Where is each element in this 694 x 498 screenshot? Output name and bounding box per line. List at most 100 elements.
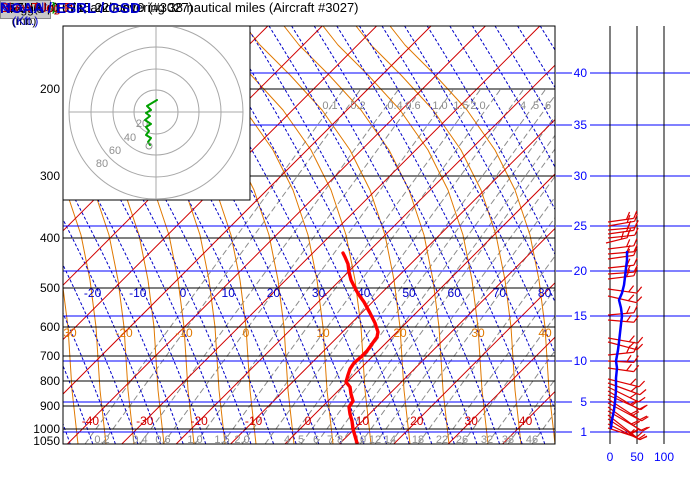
isotherm-line <box>175 64 555 444</box>
wind-barb-tick <box>626 214 631 223</box>
wind-barb-tick <box>629 392 637 399</box>
altitude-tick-label: 15 <box>574 309 588 323</box>
dry-adiabat-line <box>471 26 555 169</box>
wind-barb <box>607 398 641 421</box>
moist-adiabat-line <box>63 283 79 444</box>
wind-barb <box>605 237 628 244</box>
dry-adiabat-line <box>381 26 555 355</box>
moist-adiabat-line <box>389 26 555 444</box>
dry-adiabat-line <box>494 26 555 128</box>
dry-adiabat-line <box>449 26 555 211</box>
altitude-tick-label: 5 <box>580 395 587 409</box>
dry-adiabat-line <box>653 26 694 444</box>
mixing-ratio-label: 1.5 <box>453 100 468 112</box>
mixing-ratio-label: 0.2 <box>350 100 365 112</box>
moist-adiabat-line <box>244 26 411 444</box>
mixing-ratio-line <box>101 87 362 444</box>
dry-adiabat-line <box>517 26 555 89</box>
dry-adiabat-line <box>426 26 555 256</box>
altitude-tick-label: 40 <box>574 66 588 80</box>
mixing-ratio-label: 0.6 <box>405 100 420 112</box>
toggle-button[interactable]: Toggle <box>0 0 51 19</box>
chart-type-label: SkewT-log P <box>0 0 73 15</box>
mixing-ratio-line <box>329 134 555 444</box>
dry-adiabat-line <box>608 26 694 444</box>
dry-adiabat-label: 50 <box>402 286 416 300</box>
moist-adiabat-label: 30 <box>471 326 485 340</box>
isotherm-line <box>63 26 432 395</box>
isotherm-line <box>63 26 323 286</box>
wind-barb-tick <box>627 294 635 302</box>
altitude-tick-label: 10 <box>574 354 588 368</box>
mixing-ratio-label: 46 <box>526 434 538 446</box>
pressure-tick-label: 300 <box>40 169 60 183</box>
wind-barb-tick <box>633 244 638 252</box>
wind-barb <box>607 360 634 363</box>
dry-adiabat-label: 60 <box>448 286 462 300</box>
dry-adiabat-label: -10 <box>129 286 147 300</box>
mixing-ratio-label: 2.0 <box>470 100 485 112</box>
isotherm-label: -30 <box>136 414 154 428</box>
dry-adiabat-line <box>585 26 694 444</box>
mixing-ratio-label: 12 <box>369 434 381 446</box>
mixing-ratio-label: 4 <box>284 434 290 446</box>
wind-barb-tick <box>642 426 650 432</box>
wind-barbs <box>605 210 650 441</box>
wind-barb-tick <box>625 211 631 220</box>
moist-adiabat-line <box>322 26 489 444</box>
mixing-ratio-label: 8 <box>337 434 343 446</box>
isotherm-label: -40 <box>82 414 100 428</box>
dry-adiabat-line <box>404 26 555 304</box>
hodograph-trace-marker <box>145 142 153 150</box>
pressure-tick-label: 200 <box>40 82 60 96</box>
mixing-ratio-label: 0.4 <box>387 100 402 112</box>
wind-barb <box>607 227 635 231</box>
altitude-tick-label: 35 <box>574 118 588 132</box>
wind-barb-tick <box>631 400 639 407</box>
mixing-ratio-line <box>531 411 555 444</box>
dry-adiabat-label: 70 <box>493 286 507 300</box>
isotherm-line <box>63 26 377 341</box>
mixing-ratio-label: 1.0 <box>432 100 447 112</box>
wind-barb-tick <box>634 213 638 222</box>
mixing-ratio-label: 1.5 <box>214 434 229 446</box>
isotherm-label: -10 <box>245 414 263 428</box>
wind-barb-tick <box>633 364 640 372</box>
wind-barb-tick <box>633 257 638 266</box>
pressure-tick-label: 1000 <box>33 422 60 436</box>
wind-barb <box>607 275 634 280</box>
altitude-tick-label: 20 <box>574 264 588 278</box>
wind-barb-tick <box>633 264 638 273</box>
wind-barb <box>607 271 634 275</box>
station-id-label: LSZH(Up) 0715 22Jun10 (#3027) <box>0 0 193 15</box>
dry-adiabat-label: 80 <box>538 286 552 300</box>
wind-barb-tick <box>629 399 638 405</box>
isotherm-label: 30 <box>465 414 479 428</box>
wind-barb-tick <box>620 231 625 240</box>
wind-barb-tick <box>633 238 638 247</box>
moist-adiabat-line <box>283 26 450 444</box>
wind-barb <box>607 217 634 223</box>
mixing-ratio-line <box>194 87 455 444</box>
dry-adiabat-line <box>63 175 184 444</box>
wind-barb-tick <box>628 428 635 436</box>
wind-barb-tick <box>626 345 631 354</box>
hodograph-ring-label: 40 <box>124 132 136 144</box>
mixing-ratio-label: 0.1 <box>322 100 337 112</box>
dry-adiabat-line <box>63 364 94 444</box>
temperature-trace <box>341 251 380 444</box>
wind-barb-tick <box>637 336 644 344</box>
speed-tick-label: 0 <box>607 450 614 464</box>
wind-barb-tick <box>633 210 638 219</box>
mixing-ratio-label: 4 <box>520 100 526 112</box>
wind-barb-tick <box>631 420 639 425</box>
hodograph-ring-label: 80 <box>96 158 108 170</box>
pressure-tick-label: 600 <box>40 320 60 334</box>
dry-adiabat-label: 10 <box>222 286 236 300</box>
wind-barb <box>607 378 640 388</box>
wind-barb-tick <box>630 385 638 392</box>
isotherm-line <box>393 282 555 444</box>
mixing-ratio-label: 6 <box>313 434 319 446</box>
pressure-tick-label: 800 <box>40 374 60 388</box>
wind-barb-tick <box>630 409 639 415</box>
